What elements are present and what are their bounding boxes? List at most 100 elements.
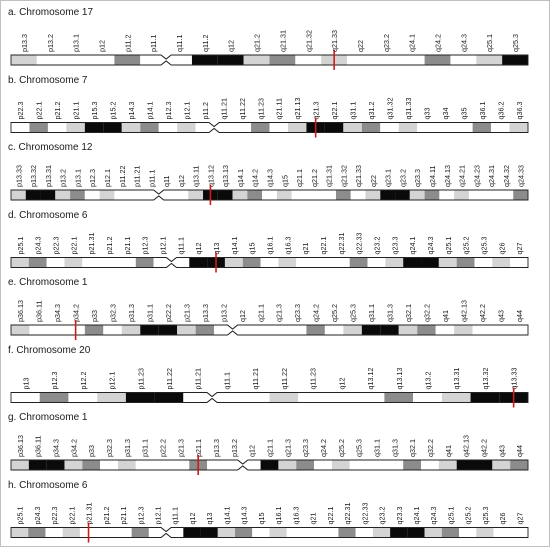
- band-label: p12.3: [164, 102, 173, 120]
- band-label: p14.1: [145, 102, 154, 120]
- band-segment: [291, 190, 307, 200]
- band-label: p22.3: [50, 507, 59, 525]
- band-label: p13: [21, 378, 30, 390]
- band-label: p11.21: [194, 368, 203, 389]
- band-label: q41: [444, 445, 453, 457]
- band-label: q14.1: [236, 169, 245, 187]
- band-label: q25.3: [355, 439, 364, 457]
- band-label: q13.2: [423, 372, 432, 390]
- band-label: p21.2: [105, 237, 114, 255]
- band-label: q32.2: [426, 439, 435, 457]
- band-segment: [11, 257, 29, 268]
- band-segment: [472, 325, 492, 335]
- band-label: q27: [515, 243, 524, 255]
- band-label: q23.3: [413, 169, 422, 187]
- panel-title: f. Chromosome 20: [8, 344, 91, 356]
- band-label: q11.23: [256, 98, 265, 119]
- band-segment: [84, 325, 104, 335]
- band-segment: [439, 190, 455, 200]
- band-label: p34.2: [69, 439, 78, 457]
- band-label: p21.3: [176, 439, 185, 457]
- band-label: q31.3: [386, 304, 395, 322]
- band-segment: [114, 55, 141, 65]
- band-segment: [158, 190, 174, 200]
- band-label: q31.1: [372, 439, 381, 457]
- band-segment: [367, 460, 386, 470]
- band-segment: [47, 122, 67, 133]
- band-label: q43: [497, 445, 506, 457]
- band-label: p13.2: [219, 304, 228, 322]
- band-segment: [343, 122, 362, 133]
- band-segment: [171, 257, 190, 268]
- centromere-notch: [153, 196, 164, 201]
- band-segment: [424, 527, 442, 538]
- band-label: p12.2: [79, 372, 88, 390]
- centromere-notch: [227, 331, 238, 336]
- band-segment: [25, 190, 41, 200]
- band-segment: [154, 392, 184, 403]
- centromere-edge: [227, 330, 238, 336]
- band-label: q21.11: [275, 98, 284, 119]
- band-segment: [296, 460, 315, 470]
- band-segment: [11, 527, 29, 538]
- chromosome-ideogram: p13.3 p13.2 p13.1 p12 p11.2 p11.1 q11.1 q11.2 q1…: [10, 30, 529, 70]
- band-segment: [321, 190, 336, 200]
- band-segment: [235, 527, 253, 538]
- band-segment: [468, 190, 484, 200]
- band-label: q12: [188, 513, 197, 525]
- centromere-notch: [161, 54, 172, 59]
- band-segment: [251, 325, 270, 335]
- band-label: p21.1: [119, 507, 128, 525]
- band-segment: [11, 325, 30, 335]
- band-segment: [217, 527, 236, 538]
- band-segment: [403, 460, 422, 470]
- band-segment: [276, 190, 292, 200]
- band-label: q13.12: [206, 165, 215, 187]
- centromere-notch: [161, 527, 172, 532]
- band-segment: [441, 527, 460, 538]
- band-segment: [125, 392, 155, 403]
- band-label: q21.1: [256, 304, 265, 322]
- band-label: q22: [369, 175, 378, 187]
- band-segment: [441, 392, 471, 403]
- band-label: q24.3: [426, 237, 435, 255]
- band-label: q42.13: [462, 435, 471, 457]
- band-label: q32.1: [404, 304, 413, 322]
- band-segment: [314, 257, 332, 268]
- band-label: p22.1: [35, 102, 44, 120]
- band-label: p22.1: [69, 237, 78, 255]
- band-segment: [269, 392, 299, 403]
- band-segment: [173, 190, 189, 200]
- centromere-edge: [206, 392, 218, 398]
- band-segment: [240, 392, 270, 403]
- band-segment: [62, 527, 80, 538]
- band-segment: [326, 392, 356, 403]
- band-segment: [183, 392, 213, 403]
- band-label: q23.2: [372, 237, 381, 255]
- band-segment: [349, 257, 368, 268]
- band-segment: [140, 122, 159, 133]
- band-segment: [269, 122, 288, 133]
- band-segment: [398, 55, 425, 65]
- band-segment: [242, 460, 261, 470]
- band-segment: [385, 460, 404, 470]
- band-segment: [331, 460, 350, 470]
- band-segment: [117, 257, 136, 268]
- band-segment: [403, 257, 422, 268]
- band-segment: [510, 460, 528, 470]
- band-segment: [103, 325, 122, 335]
- band-segment: [407, 527, 425, 538]
- band-label: q21.1: [295, 169, 304, 187]
- band-segment: [380, 122, 399, 133]
- band-label: p13.32: [29, 165, 38, 187]
- band-label: q24.32: [502, 165, 511, 187]
- band-segment: [260, 257, 279, 268]
- band-label: q21.33: [330, 30, 339, 52]
- centromere-edge: [208, 122, 220, 128]
- band-label: p11.1: [149, 35, 158, 52]
- band-label: p34.3: [52, 439, 61, 457]
- band-segment: [361, 325, 381, 335]
- band-segment: [365, 190, 381, 200]
- band-label: p11.23: [136, 368, 145, 389]
